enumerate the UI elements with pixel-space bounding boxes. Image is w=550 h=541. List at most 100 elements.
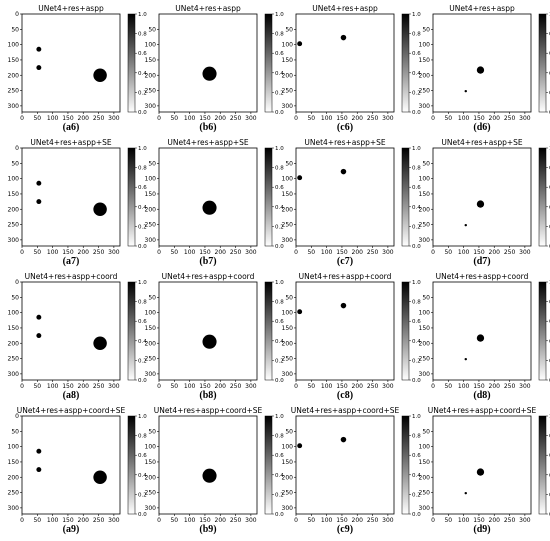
x-tick-label: 150 [62, 383, 74, 390]
blob [93, 336, 107, 350]
blob [476, 66, 485, 74]
colorbar-tick-label: 0.8 [275, 32, 284, 38]
y-tick-label: 100 [282, 310, 294, 317]
y-tick-label: 200 [282, 72, 294, 79]
panel-d9: UNet4+res+aspp+coord+SE0 50 100 150 200 250 30… [419, 406, 550, 535]
panel-caption: (a6) [63, 122, 80, 133]
colorbar-tick-label: 0.6 [412, 185, 421, 191]
x-tick-label: 150 [336, 383, 348, 390]
x-tick-label: 150 [473, 249, 485, 256]
panel-d7: UNet4+res+aspp+SE0 50 100 150 200 250 30050100… [419, 138, 550, 267]
panel-caption: (c7) [337, 256, 353, 267]
x-tick-label: 200 [215, 115, 227, 122]
y-tick-label: 250 [282, 88, 294, 95]
caption-part: b7 [203, 256, 214, 267]
colorbar-tick-label: 0.6 [275, 185, 284, 191]
y-tick-label: 200 [8, 340, 20, 347]
blob [297, 443, 303, 449]
x-tick-label: 50 [307, 383, 315, 390]
y-tick-label: 300 [282, 103, 294, 110]
colorbar-tick-label: 1.0 [412, 414, 421, 420]
plot-frame [295, 281, 395, 381]
colorbar-tick-label: 0.2 [412, 90, 421, 96]
x-tick-label: 0 [294, 249, 298, 256]
panel-title: UNet4+res+aspp+coord [299, 272, 392, 281]
y-tick-label: 150 [145, 57, 157, 64]
y-tick-label: 300 [282, 371, 294, 378]
plot-frame [432, 415, 532, 515]
x-tick-label: 300 [108, 383, 120, 390]
x-tick-label: 100 [458, 115, 470, 122]
panel-c7: UNet4+res+aspp+SE0 50 100 150 200 250 30050100… [282, 138, 422, 267]
panel-caption: (d7) [473, 256, 490, 267]
plot-frame [21, 281, 121, 381]
panel-title: UNet4+res+aspp+SE [304, 138, 386, 147]
panel-caption: (a8) [63, 390, 80, 401]
y-tick-label: 200 [8, 474, 20, 481]
colorbar-tick-label: 0.6 [412, 319, 421, 325]
blob [476, 468, 485, 476]
caption-part: ) [350, 256, 353, 267]
colorbar-tick-label: 0.2 [275, 492, 284, 498]
y-tick-label: 250 [145, 88, 157, 95]
colorbar-tick-label: 1.0 [275, 12, 284, 18]
y-tick-label: 100 [8, 42, 20, 49]
colorbar [264, 281, 273, 381]
colorbar [127, 415, 136, 515]
colorbar-tick-label: 0.6 [275, 51, 284, 57]
y-tick-label: 100 [145, 310, 157, 317]
y-tick-label: 200 [419, 340, 431, 347]
x-tick-label: 150 [62, 115, 74, 122]
y-tick-label: 300 [419, 103, 431, 110]
x-tick-label: 250 [230, 115, 242, 122]
panel-caption: (b9) [199, 524, 216, 535]
caption-part: ) [487, 256, 490, 267]
panel-title: UNet4+res+aspp+coord [436, 272, 529, 281]
colorbar [401, 415, 410, 515]
colorbar-tick-label: 0.8 [275, 434, 284, 440]
x-tick-label: 150 [336, 115, 348, 122]
y-tick-label: 100 [8, 444, 20, 451]
colorbar-tick-label: 0.6 [138, 453, 147, 459]
plot-frame [158, 147, 258, 247]
y-tick-label: 200 [8, 206, 20, 213]
blob-group [202, 334, 217, 349]
x-tick-label: 300 [382, 115, 394, 122]
plot-frame [295, 415, 395, 515]
x-tick-label: 200 [215, 249, 227, 256]
y-tick-label: 200 [419, 72, 431, 79]
colorbar-tick-label: 0.2 [138, 224, 147, 230]
blob [297, 175, 303, 181]
x-tick-label: 300 [382, 249, 394, 256]
y-tick-label: 50 [422, 160, 430, 167]
y-tick-label: 100 [145, 176, 157, 183]
colorbar [401, 13, 410, 113]
x-tick-label: 0 [431, 249, 435, 256]
blob [36, 314, 42, 320]
x-tick-label: 250 [367, 517, 379, 524]
colorbar [538, 13, 547, 113]
y-tick-label: 50 [285, 26, 293, 33]
colorbar-tick-label: 0.8 [412, 166, 421, 172]
panel-caption: (d9) [473, 524, 490, 535]
colorbar-tick-label: 0.0 [412, 512, 421, 518]
caption-part: a8 [66, 390, 76, 401]
x-tick-label: 200 [352, 517, 364, 524]
colorbar-tick-label: 1.0 [138, 414, 147, 420]
caption-part: c7 [340, 256, 349, 267]
colorbar-tick-label: 0.0 [275, 110, 284, 116]
y-tick-label: 0 [15, 145, 19, 152]
y-tick-label: 50 [148, 160, 156, 167]
x-tick-label: 100 [184, 115, 196, 122]
caption-part: ( [63, 122, 67, 133]
y-tick-label: 300 [282, 237, 294, 244]
x-tick-label: 0 [157, 115, 161, 122]
blob-group [297, 34, 347, 47]
colorbar-tick-label: 0.4 [275, 205, 284, 211]
x-tick-label: 300 [519, 249, 531, 256]
plot-frame [295, 147, 395, 247]
x-tick-label: 50 [170, 517, 178, 524]
caption-part: ( [337, 524, 341, 535]
